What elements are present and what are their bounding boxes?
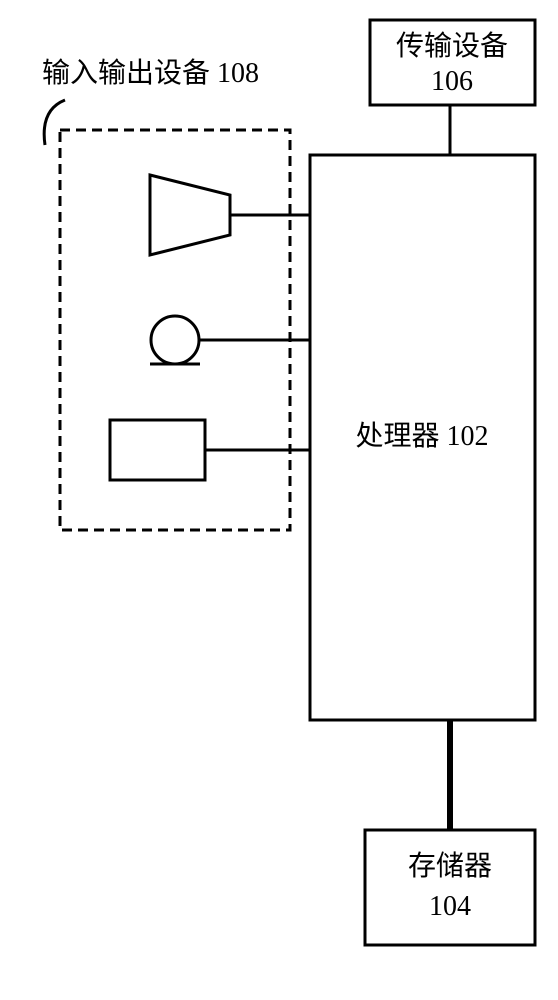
transmission-label-2: 106 xyxy=(431,66,473,97)
display-icon xyxy=(110,420,205,480)
processor-label: 处理器 102 xyxy=(355,420,488,452)
io-label-tick xyxy=(44,100,65,145)
io-device-group xyxy=(60,130,290,530)
memory-label-1: 存储器 xyxy=(408,850,492,882)
transmission-device-block: 传输设备 106 xyxy=(370,20,535,105)
processor-block: 处理器 102 xyxy=(310,155,535,720)
speaker-icon xyxy=(150,175,230,255)
io-device-label: 输入输出设备 108 xyxy=(42,57,259,89)
circle-icon xyxy=(150,316,200,364)
memory-label-2: 104 xyxy=(429,891,471,922)
transmission-label-1: 传输设备 xyxy=(396,30,508,62)
memory-block: 存储器 104 xyxy=(365,830,535,945)
